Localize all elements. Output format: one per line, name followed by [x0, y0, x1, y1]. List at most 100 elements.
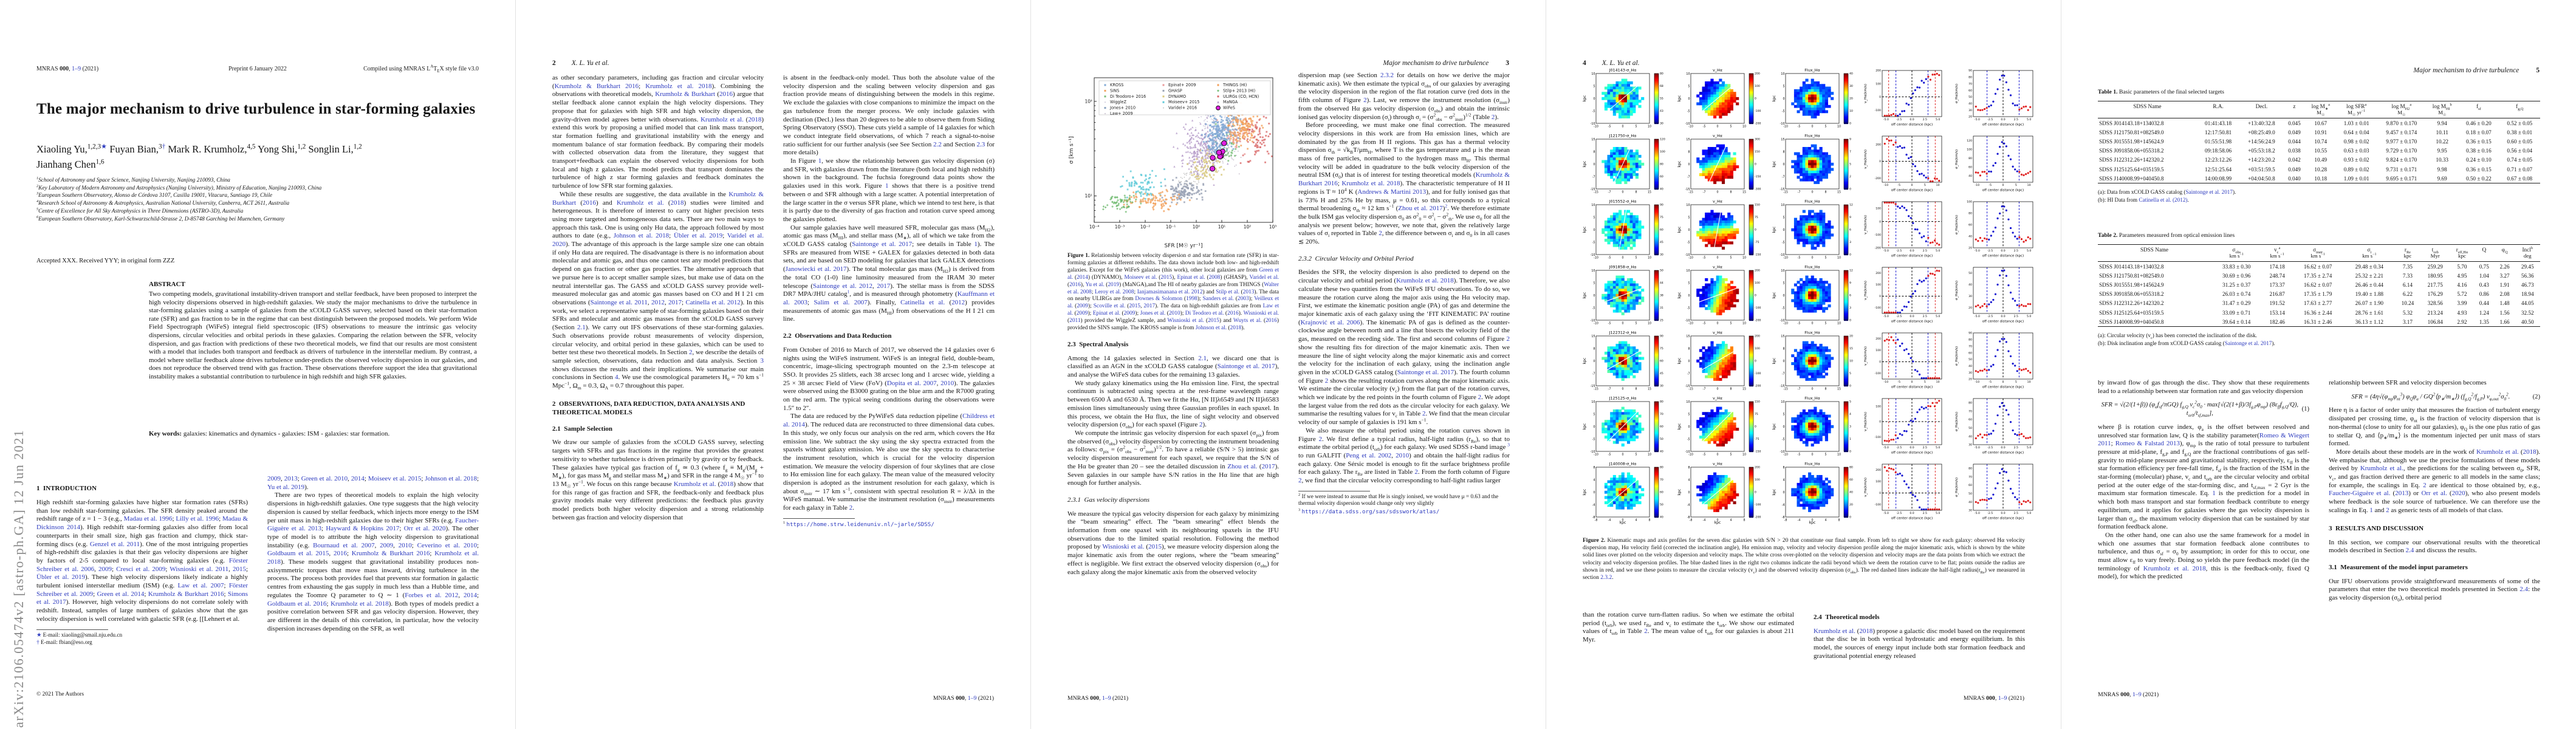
paragraph: Our sample galaxies have well measured S… [783, 224, 995, 323]
table-cell: 0.038 [2288, 148, 2301, 154]
sigma-map [1583, 460, 1652, 525]
running-title: X. L. Yu et al. [1601, 60, 1640, 67]
paragraph: Before proceeding, we must make one fina… [1298, 122, 1510, 246]
paragraph: There are two types of theoretical model… [267, 491, 479, 632]
page-number: 5 [2536, 67, 2540, 74]
table-cell: 1.03 ± 0.01 [2343, 120, 2369, 126]
page-title: The major mechanism to drive turbulence … [36, 101, 476, 117]
paragraph: than the rotation curve turn-flatten rad… [1583, 611, 1794, 644]
table-cell: +04:04:50.8 [2248, 175, 2275, 182]
table-cell: 10.33 [2436, 157, 2449, 163]
paragraph: More details about these models are in t… [2329, 448, 2541, 514]
table-cell: +05:53:18.2 [2248, 148, 2275, 154]
subsection-heading: 2.4 Theoretical models [1814, 614, 1880, 621]
running-head: 2 X. L. Yu et al. [552, 57, 609, 68]
velocity-profile [1862, 460, 1946, 525]
page-number: 2 [552, 60, 556, 67]
table-cell: 0.040 [2288, 175, 2301, 182]
column-left: as other secondary parameters, including… [552, 74, 764, 706]
running-head: Major mechanism to drive turbulence 5 [2414, 64, 2540, 75]
column-header: torb Myr [2420, 244, 2450, 262]
table-cell: 5.32 [2402, 309, 2413, 316]
table-cell: 216.87 [2269, 291, 2285, 298]
table-cell: 3.17 [2402, 318, 2413, 325]
colorbar [1653, 132, 1669, 197]
table-cell: 17.35 ± 1.79 [2303, 291, 2332, 298]
colorbar [1748, 198, 1764, 262]
table-cell: 39.64 ± 0.14 [2222, 318, 2251, 325]
table-cell: SDSS J015551.98+145624.9 [2099, 138, 2164, 145]
table-cell: 12:17:50.81 [2205, 129, 2232, 135]
column-header: σobs km s−1 [2210, 244, 2263, 262]
table-cell: 56.36 [2521, 272, 2534, 279]
sigma-profile [1953, 395, 2037, 459]
table-row: SDSS J125125.64+035159.5 12:51:25.64 +03:5… [2098, 165, 2540, 174]
table-cell: 248.74 [2269, 272, 2285, 279]
table-cell: 1.91 [2499, 281, 2510, 288]
accepted-line: Accepted XXX. Received YYY; in original … [36, 258, 175, 264]
table-row: SDSS J121750.81+082549.0 12:17:50.81 +08:2… [2098, 128, 2540, 137]
footnote: † E-mail: fbian@eso.org [36, 640, 92, 646]
table-cell: 9.98 [2437, 166, 2447, 173]
column-left: than the rotation curve turn-flatten rad… [1583, 611, 1794, 696]
paragraph: relationship between SFR and velocity di… [2329, 379, 2487, 386]
affiliation: 6European Southern Observatory, Karl-Sch… [36, 214, 285, 222]
table-cell: 9.824 ± 0.170 [2386, 157, 2417, 163]
table-cell: SDSS J140008.99+040450.8 [2099, 318, 2164, 325]
table-cell: 0.50 ± 0.22 [2465, 175, 2492, 182]
affiliation: 2Key Laboratory of Modern Astronomy and … [36, 183, 322, 191]
table-cell: +03:51:59.5 [2248, 166, 2275, 173]
table-cell: 14:00:08.99 [2205, 175, 2232, 182]
table-cell: SDSS J091858.06+055318.2 [2099, 148, 2164, 154]
table-cell: SDSS J014143.18+134032.8 [2099, 263, 2164, 270]
column-header: log MH2a M☉ [2377, 101, 2427, 118]
table-cell: 31.25 ± 0.37 [2222, 281, 2251, 288]
keywords-label: Key words: [149, 430, 182, 437]
section-heading: 1 INTRODUCTION [36, 485, 97, 492]
paragraph: 2009, 2013; Green et al. 2010, 2014; Moi… [267, 475, 479, 491]
table-2: Table 2. Parameters measured from optica… [2098, 232, 2540, 347]
column-header: R.A. [2196, 101, 2240, 118]
table-cell: 9.457 ± 0.174 [2386, 129, 2417, 135]
table-cell: 16.62 ± 0.07 [2303, 263, 2332, 270]
paragraph: We study galaxy kinematics using the Hα … [1067, 379, 1279, 430]
column-header: Inclb deg [2515, 244, 2540, 262]
column-header: Q [2473, 244, 2495, 262]
table-cell: SDSS J121750.81+082549.0 [2099, 272, 2164, 279]
sigma-profile [1953, 198, 2037, 262]
velocity-profile [1862, 264, 1946, 328]
table-cell: 29.48 ± 0.34 [2355, 263, 2384, 270]
sigma-map [1583, 67, 1652, 131]
table-cell: 4.93 [2457, 309, 2467, 316]
table-cell: 10.55 [2314, 148, 2328, 154]
table-cell: 0.86 [2479, 291, 2489, 298]
table-cell: 0.38 ± 0.16 [2465, 148, 2492, 154]
velocity-map [1677, 198, 1747, 262]
paragraph: We compute the intrinsic gas velocity di… [1067, 430, 1279, 487]
paragraph: dispersion map (see Section 2.3.2 for de… [1298, 72, 1510, 122]
page-footer: MNRAS 000, 1–9 (2021) [2098, 691, 2159, 698]
paragraph: Krumholz et al. (2018) propose a galacti… [1814, 627, 2025, 660]
running-title: Major mechanism to drive turbulence [1383, 60, 1489, 67]
column-right: 2.4 Theoretical models Krumholz et al. (2… [1814, 605, 2025, 696]
figure2-kinematic-maps [1575, 67, 2040, 532]
table-cell: 28.76 ± 1.61 [2355, 309, 2384, 316]
page-4: 4 X. L. Yu et al. Figure 2. Kinematic ma… [1546, 0, 2061, 729]
table-cell: 40.50 [2521, 318, 2534, 325]
page-1: arXiv:2106.05474v2 [astro-ph.GA] 12 Jun … [0, 0, 515, 729]
flux-map [1772, 264, 1841, 328]
colorbar [1843, 460, 1858, 525]
table-cell: +14:23:20.2 [2248, 157, 2275, 163]
table-cell: 0.36 ± 0.15 [2465, 166, 2492, 173]
table-cell: 33.83 ± 0.30 [2222, 263, 2251, 270]
table-cell: 12:51:25.64 [2205, 166, 2232, 173]
sigma-map [1583, 198, 1652, 262]
paragraph: In Figure 1, we show the relationship be… [783, 157, 995, 223]
table-cell: 0.67 ± 0.08 [2507, 175, 2533, 182]
abstract-label: ABSTRACT [149, 281, 185, 288]
colorbar [1653, 67, 1669, 131]
table-cell: 4.16 [2457, 281, 2467, 288]
column-header: fg,Q [2499, 101, 2540, 118]
table-cell: 10.18 [2314, 175, 2328, 182]
